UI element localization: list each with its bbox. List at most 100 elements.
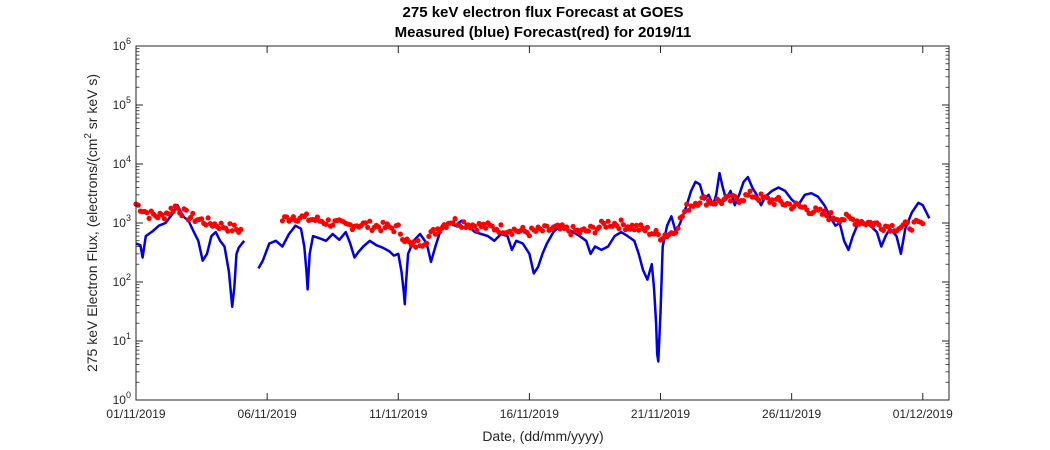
y-axis-label-units: sr keV s) — [84, 74, 100, 133]
forecast-point — [712, 201, 718, 207]
y-tick-label: 102 — [113, 272, 131, 289]
forecast-point — [279, 218, 285, 224]
forecast-point — [585, 228, 592, 234]
forecast-point — [887, 228, 893, 234]
forecast-point — [159, 212, 165, 218]
forecast-point — [161, 216, 167, 222]
forecast-point — [415, 237, 421, 244]
forecast-point — [703, 202, 710, 208]
forecast-point — [395, 222, 401, 228]
forecast-point — [566, 228, 572, 234]
forecast-point — [188, 214, 194, 221]
chart-title-line-1: 275 keV electron flux Forecast at GOES — [403, 4, 684, 21]
forecast-point — [841, 217, 847, 223]
axes-box — [135, 45, 950, 401]
forecast-point — [544, 223, 550, 229]
forecast-point — [568, 232, 574, 238]
forecast-point — [290, 214, 296, 220]
forecast-point — [520, 224, 526, 230]
forecast-point — [323, 221, 329, 227]
forecast-point — [631, 227, 637, 233]
chart-title-line-2: Measured (blue) Forecast(red) for 2019/1… — [395, 24, 692, 41]
forecast-point — [227, 221, 233, 227]
forecast-point — [461, 219, 467, 225]
forecast-point — [284, 214, 290, 220]
forecast-point — [426, 233, 432, 239]
forecast-point — [601, 220, 607, 226]
forecast-point — [719, 200, 725, 207]
forecast-point — [533, 228, 539, 234]
forecast-point — [817, 206, 823, 212]
forecast-point — [424, 240, 430, 246]
forecast-point — [314, 214, 320, 220]
x-tick-label: 01/11/2019 — [106, 407, 165, 421]
forecast-point — [756, 197, 762, 203]
forecast-point — [771, 201, 777, 207]
forecast-point — [786, 201, 793, 207]
forecast-point — [909, 227, 915, 233]
forecast-point — [397, 231, 403, 237]
forecast-point — [216, 225, 222, 232]
forecast-point — [590, 224, 596, 230]
forecast-point — [880, 227, 887, 233]
forecast-point — [450, 220, 456, 226]
forecast-point — [775, 194, 782, 200]
forecast-point — [205, 215, 211, 221]
forecast-point — [303, 211, 310, 217]
forecast-point — [365, 224, 371, 230]
forecast-point — [655, 231, 661, 238]
forecast-point — [347, 222, 353, 228]
forecast-point — [876, 222, 882, 228]
measured-line-segment — [257, 171, 931, 363]
forecast-point — [231, 222, 237, 228]
forecast-point — [489, 223, 495, 229]
forecast-point — [238, 226, 244, 232]
forecast-point — [330, 222, 336, 228]
forecast-point — [443, 224, 449, 230]
forecast-point — [496, 229, 502, 235]
forecast-point — [653, 227, 659, 234]
forecast-point — [225, 228, 231, 234]
forecast-point — [190, 210, 196, 216]
forecast-point — [850, 216, 856, 222]
x-tick-label: 21/11/2019 — [631, 407, 690, 421]
forecast-point — [633, 222, 640, 228]
y-tick-label: 106 — [113, 36, 131, 53]
forecast-point — [452, 216, 458, 222]
forecast-point — [697, 200, 703, 206]
forecast-point — [592, 230, 598, 236]
forecast-point — [636, 227, 642, 233]
forecast-point — [472, 223, 478, 229]
forecast-point — [741, 198, 747, 204]
forecast-point — [885, 224, 891, 230]
forecast-point — [605, 218, 611, 224]
forecast-point — [199, 216, 205, 222]
x-axis-label: Date, (dd/mm/yyyy) — [482, 428, 603, 444]
forecast-point — [378, 228, 384, 234]
forecast-point — [828, 210, 834, 216]
forecast-point — [483, 225, 489, 231]
forecast-point — [603, 224, 609, 230]
forecast-point — [170, 208, 176, 214]
forecast-point — [824, 213, 830, 219]
forecast-point — [498, 222, 504, 228]
forecast-point — [701, 194, 707, 200]
forecast-point — [889, 222, 895, 229]
forecast-point — [166, 211, 172, 217]
forecast-point — [218, 220, 224, 226]
forecast-point — [629, 222, 635, 228]
forecast-point — [810, 209, 817, 215]
forecast-point — [769, 197, 775, 203]
forecast-point — [920, 221, 926, 227]
forecast-point — [362, 220, 369, 226]
x-tick-label: 01/12/2019 — [893, 407, 953, 421]
forecast-point — [563, 224, 570, 230]
forecast-point — [526, 233, 533, 239]
forecast-point — [432, 231, 438, 237]
forecast-point — [675, 225, 681, 231]
forecast-point — [459, 224, 465, 230]
forecast-point — [430, 226, 436, 233]
x-tick-label: 26/11/2019 — [762, 407, 821, 421]
forecast-point — [904, 219, 911, 225]
